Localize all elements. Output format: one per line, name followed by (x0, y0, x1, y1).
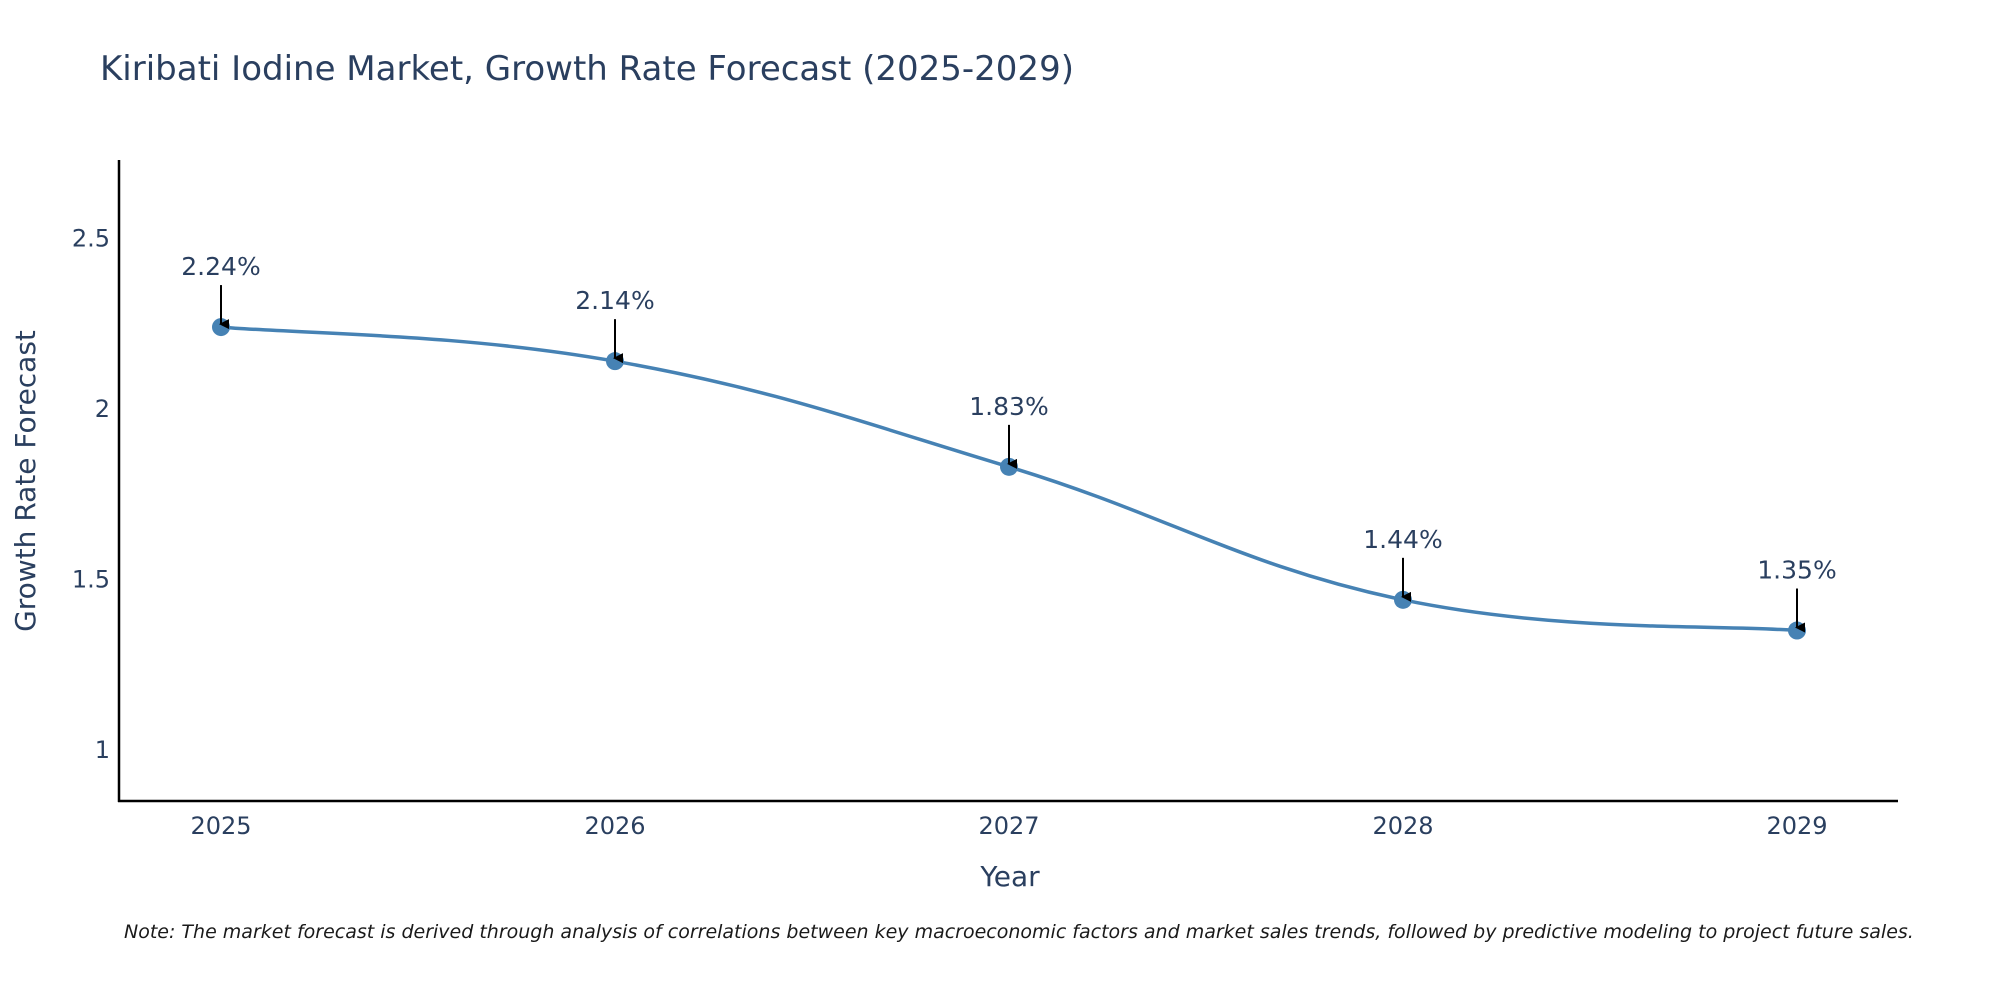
x-tick-label: 2029 (1766, 812, 1827, 840)
data-label: 1.83% (969, 392, 1048, 421)
data-label: 2.24% (181, 252, 260, 281)
x-tick-label: 2026 (584, 812, 645, 840)
series-line (220, 325, 1798, 633)
x-axis-title: Year (979, 860, 1040, 893)
footnote: Note: The market forecast is derived thr… (124, 921, 1914, 943)
x-tick-label: 2025 (190, 812, 251, 840)
data-label: 1.44% (1363, 525, 1442, 554)
data-label: 2.14% (575, 286, 654, 315)
plot-area: 2.24% 2.14% 1.83% 1.44% 1.35% (181, 252, 1837, 640)
y-tick-label: 2 (95, 395, 110, 423)
y-axis-title: Growth Rate Forecast (9, 330, 42, 632)
data-label: 1.35% (1757, 556, 1836, 585)
x-tick-label: 2028 (1372, 812, 1433, 840)
chart-title: Kiribati Iodine Market, Growth Rate Fore… (100, 49, 1074, 89)
x-tick-labels: 2025 2026 2027 2028 2029 (190, 812, 1827, 840)
y-tick-label: 1.5 (72, 565, 110, 593)
y-tick-labels: 1 1.5 2 2.5 (72, 224, 110, 763)
x-tick-label: 2027 (978, 812, 1039, 840)
y-tick-label: 1 (95, 736, 110, 764)
y-tick-label: 2.5 (72, 224, 110, 252)
